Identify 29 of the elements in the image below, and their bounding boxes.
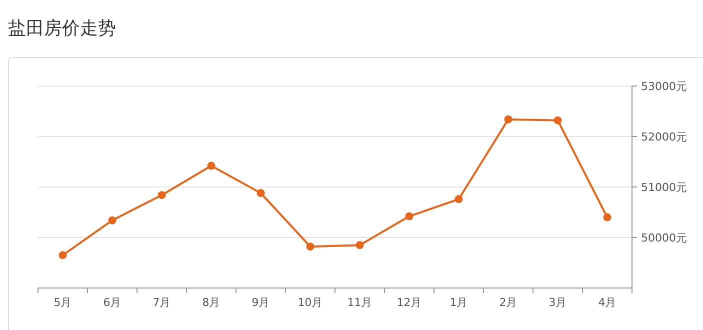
point [306,242,314,251]
x-tick-label: 3月 [548,296,567,309]
y-tick-label: 53000元 [641,80,687,93]
y-tick-label: 52000元 [641,130,687,144]
x-tick-label: 7月 [152,296,171,309]
x-tick-label: 8月 [202,296,220,309]
x-tick-label: 5月 [54,296,72,309]
point [207,162,216,170]
point [108,216,116,224]
x-tick-label: 10月 [298,296,323,309]
point [58,251,67,260]
x-tick-label: 6月 [103,296,122,309]
point [356,241,364,250]
point [405,212,414,220]
point [603,213,612,222]
point [158,191,166,200]
chart-title: 盐田房价走势 [8,18,116,39]
y-tick-label: 51000元 [641,181,687,194]
x-tick-label: 2月 [499,296,518,309]
y-tick-label: 50000元 [641,232,687,244]
x-tick-label: 12月 [396,296,422,309]
point [504,115,512,124]
point [554,116,562,124]
x-tick-label: 11月 [347,296,372,309]
point [256,189,265,198]
x-tick-label: 1月 [450,296,468,309]
x-tick-label: 9月 [252,296,270,309]
x-tick-label: 4月 [598,296,616,309]
point [454,195,463,204]
